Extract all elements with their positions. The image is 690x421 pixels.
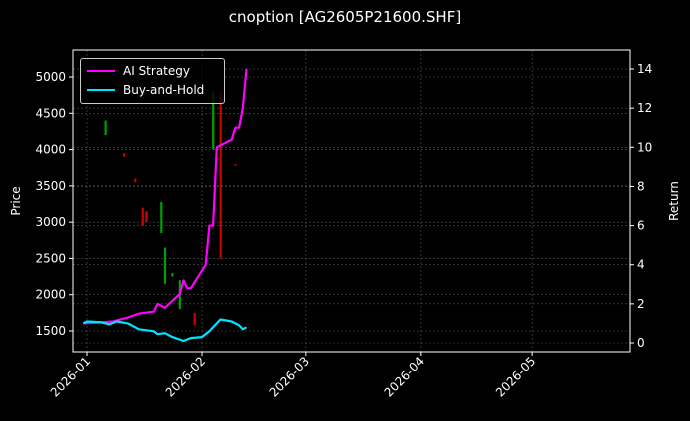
price-candle <box>212 91 215 150</box>
y-axis-label-right: Return <box>667 181 681 221</box>
legend-swatch-buy-and-hold <box>87 88 115 92</box>
x-tick-label: 2026-04 <box>382 354 427 399</box>
x-tick-label: 2026-01 <box>48 354 93 399</box>
y-axis-label-left: Price <box>9 186 23 215</box>
price-candle <box>104 120 107 136</box>
y-tick-label-right: 8 <box>637 179 645 193</box>
x-tick-label: 2026-05 <box>493 354 538 399</box>
price-candle <box>145 211 148 223</box>
buy-and-hold-line <box>82 318 248 343</box>
y-tick-label-right: 10 <box>637 140 652 154</box>
y-tick-label-left: 2000 <box>35 288 66 302</box>
price-candle <box>193 312 196 326</box>
y-tick-label-right: 2 <box>637 297 645 311</box>
legend-label-ai-strategy: AI Strategy <box>123 64 190 78</box>
legend-item-ai-strategy: AI Strategy <box>87 62 190 80</box>
y-tick-label-left: 4000 <box>35 143 66 157</box>
y-tick-label-right: 6 <box>637 219 645 233</box>
y-tick-label-left: 4500 <box>35 106 66 120</box>
legend-label-buy-and-hold: Buy-and-Hold <box>123 83 205 97</box>
price-candle <box>160 201 163 234</box>
x-tick-label: 2026-03 <box>267 354 312 399</box>
legend-swatch-ai-strategy <box>87 69 115 73</box>
chart-title: cnoption [AG2605P21600.SHF] <box>228 8 462 26</box>
price-candle <box>219 91 222 259</box>
price-candle <box>134 178 137 183</box>
price-candle <box>171 272 174 277</box>
legend-item-buy-and-hold: Buy-and-Hold <box>87 81 204 99</box>
y-tick-label-right: 14 <box>637 62 652 76</box>
y-tick-label-right: 4 <box>637 258 645 272</box>
y-tick-label-left: 3500 <box>35 179 66 193</box>
y-tick-label-left: 1500 <box>35 324 66 338</box>
price-candle <box>163 247 167 284</box>
plot-frame <box>72 49 631 353</box>
ai-strategy-line <box>83 68 248 325</box>
y-tick-label-right: 0 <box>637 336 645 350</box>
x-tick-label: 2026-02 <box>163 354 208 399</box>
price-candle <box>234 164 237 166</box>
y-tick-label-left: 3000 <box>35 215 66 229</box>
price-candle <box>141 207 144 226</box>
price-candle <box>123 153 126 157</box>
y-tick-label-right: 12 <box>637 101 652 115</box>
legend: AI Strategy Buy-and-Hold <box>80 58 225 104</box>
y-tick-label-left: 2500 <box>35 251 66 265</box>
y-tick-label-left: 5000 <box>35 70 66 84</box>
